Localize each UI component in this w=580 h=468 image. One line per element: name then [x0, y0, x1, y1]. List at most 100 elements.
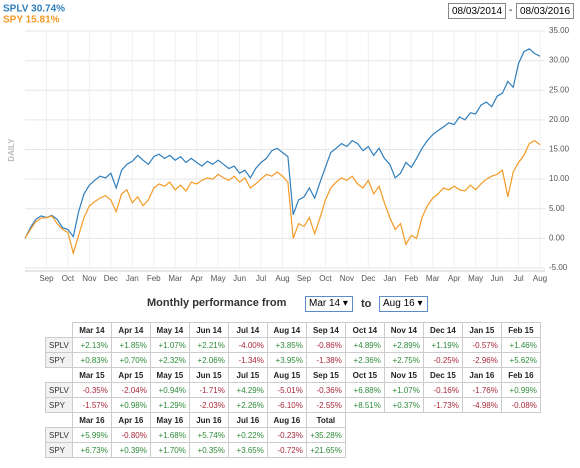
month-header: Feb 15: [500, 322, 541, 338]
y-tick-label: 10.00: [549, 174, 570, 183]
from-select[interactable]: Mar 14 ▾: [305, 296, 353, 312]
chart: DAILY -5.00 0.00 5.00 10.00 15.00 20.00 25.00 3…: [3, 4, 570, 283]
x-tick-label: Sep: [297, 274, 312, 283]
value-cell: -1.38%: [305, 352, 346, 368]
value-cell: -1.76%: [461, 382, 502, 398]
y-axis-label: DAILY: [7, 138, 16, 162]
x-tick-label: Jan: [383, 274, 396, 283]
month-header: Jun 15: [188, 367, 229, 383]
x-tick-label: Aug: [533, 274, 547, 283]
value-cell: -1.57%: [71, 397, 112, 413]
header-row: Mar 15 Apr 15 May 15 Jun 15 Jul 15 Aug 15 Sep …: [46, 367, 541, 383]
month-header: Jun 16: [188, 412, 229, 428]
x-tick-label: Dec: [361, 274, 375, 283]
value-cell: +1.85%: [110, 337, 151, 353]
x-tick-label: Nov: [340, 274, 354, 283]
value-cell: +0.94%: [149, 382, 190, 398]
value-cell: -0.25%: [422, 352, 463, 368]
value-cell: +0.83%: [71, 352, 112, 368]
value-cell: -0.35%: [71, 382, 112, 398]
value-cell: -1.71%: [188, 382, 229, 398]
row-label: SPLV: [45, 382, 73, 398]
month-header: Apr 15: [110, 367, 151, 383]
value-cell: +0.37%: [383, 397, 424, 413]
x-tick-label: Feb: [404, 274, 418, 283]
month-header: Oct 15: [344, 367, 385, 383]
row-label: SPLV: [45, 337, 73, 353]
x-tick-label: Oct: [319, 274, 332, 283]
value-cell: -0.23%: [266, 427, 307, 443]
value-cell: +5.74%: [188, 427, 229, 443]
data-row: SPLV +5.99% -0.80% +1.68% +5.74% +0.22% -0.23%…: [45, 427, 541, 443]
row-label: SPY: [45, 397, 73, 413]
value-cell: -0.72%: [266, 442, 307, 458]
x-tick-label: Oct: [62, 274, 75, 283]
data-row: SPLV +2.13% +1.85% +1.07% +2.21% -4.00% +3.85%…: [45, 337, 541, 353]
month-header: May 16: [149, 412, 190, 428]
date-to-input[interactable]: 08/03/2016: [516, 3, 574, 19]
value-cell: +1.19%: [422, 337, 463, 353]
value-cell: -0.08%: [500, 397, 541, 413]
value-cell: +1.07%: [383, 382, 424, 398]
value-cell: -2.96%: [461, 352, 502, 368]
value-cell: -4.98%: [461, 397, 502, 413]
value-cell: +4.29%: [227, 382, 268, 398]
to-select[interactable]: Aug 16 ▾: [379, 296, 428, 312]
month-header: Apr 16: [110, 412, 151, 428]
value-cell: +2.26%: [227, 397, 268, 413]
x-tick-label: May: [211, 274, 226, 283]
value-cell: +2.13%: [71, 337, 112, 353]
x-tick-label: Nov: [82, 274, 96, 283]
value-cell: -0.57%: [461, 337, 502, 353]
month-header: Total: [305, 412, 346, 428]
month-header: Nov 14: [383, 322, 424, 338]
value-cell: +3.95%: [266, 352, 307, 368]
data-row: SPY +0.83% +0.70% +2.32% +2.06% -1.34% +3.95% -…: [45, 352, 541, 368]
series-line: [24, 48, 541, 239]
month-header: Aug 16: [266, 412, 307, 428]
x-tick-label: May: [468, 274, 483, 283]
value-cell: +8.51%: [344, 397, 385, 413]
x-tick-label: Jun: [491, 274, 504, 283]
month-header: Aug 14: [266, 322, 307, 338]
value-cell: -1.34%: [227, 352, 268, 368]
value-cell: +6.88%: [344, 382, 385, 398]
y-tick-label: 20.00: [549, 115, 570, 124]
x-tick-label: Jan: [126, 274, 139, 283]
data-row: SPLV -0.35% -2.04% +0.94% -1.71% +4.29% -5.01%…: [45, 382, 541, 398]
series-line: [24, 139, 541, 256]
value-cell: -5.01%: [266, 382, 307, 398]
month-header: Dec 14: [422, 322, 463, 338]
value-cell: +3.85%: [266, 337, 307, 353]
value-cell: +5.99%: [71, 427, 112, 443]
x-tick-label: Sep: [39, 274, 54, 283]
y-tick-label: 5.00: [549, 204, 565, 213]
date-from-input[interactable]: 08/03/2014: [448, 3, 506, 19]
month-header: Mar 16: [71, 412, 112, 428]
month-header: Feb 16: [500, 367, 541, 383]
row-label: SPY: [45, 442, 73, 458]
x-tick-label: Dec: [104, 274, 118, 283]
value-cell: +1.29%: [149, 397, 190, 413]
y-tick-label: 30.00: [549, 56, 570, 65]
month-header: Apr 14: [110, 322, 151, 338]
value-cell: +21.65%: [305, 442, 346, 458]
value-cell: +35.28%: [305, 427, 346, 443]
value-cell: -0.86%: [305, 337, 346, 353]
value-cell: +3.65%: [227, 442, 268, 458]
value-cell: +2.06%: [188, 352, 229, 368]
value-cell: +0.35%: [188, 442, 229, 458]
value-cell: +2.21%: [188, 337, 229, 353]
value-cell: +5.62%: [500, 352, 541, 368]
value-cell: +0.22%: [227, 427, 268, 443]
data-row: SPY +6.73% +0.39% +1.70% +0.35% +3.65% -0.72% +…: [45, 442, 541, 458]
value-cell: -6.10%: [266, 397, 307, 413]
value-cell: +2.75%: [383, 352, 424, 368]
value-cell: -0.36%: [305, 382, 346, 398]
value-cell: +1.46%: [500, 337, 541, 353]
y-tick-label: 25.00: [549, 85, 570, 94]
header-row: Mar 14 Apr 14 May 14 Jun 14 Jul 14 Aug 14 Sep …: [46, 322, 541, 338]
month-header: Jun 14: [188, 322, 229, 338]
x-tick-label: Apr: [448, 274, 461, 283]
y-tick-label: 35.00: [549, 26, 570, 35]
